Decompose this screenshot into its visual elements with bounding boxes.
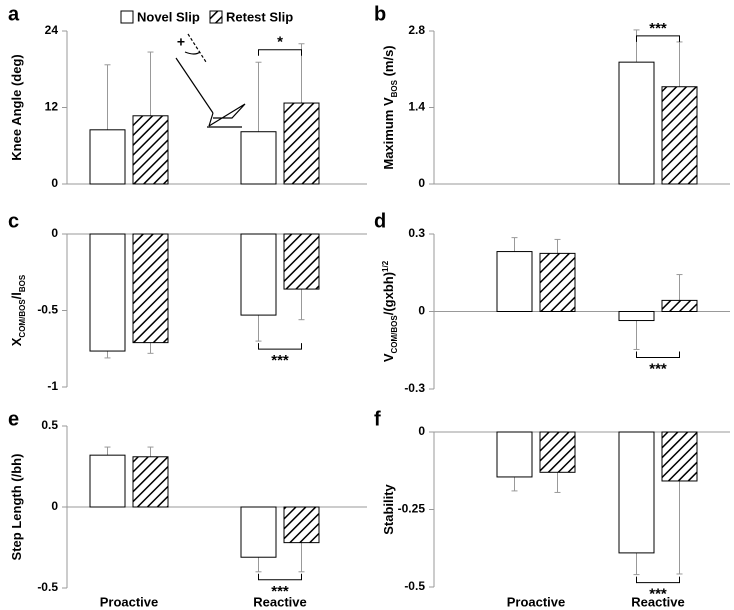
y-axis-label-part: COM/BOS bbox=[18, 299, 27, 338]
significance-label: *** bbox=[271, 352, 289, 369]
y-axis-label-part: /l bbox=[9, 292, 24, 299]
significance-bracket bbox=[636, 351, 680, 358]
y-tick-label: 0 bbox=[51, 226, 58, 240]
y-tick-label: 0.3 bbox=[408, 226, 425, 240]
y-tick-label: 0 bbox=[418, 424, 425, 438]
bar bbox=[661, 431, 698, 482]
y-tick-label: 0 bbox=[418, 176, 425, 190]
significance-bracket bbox=[636, 576, 680, 584]
y-tick-label: 24 bbox=[45, 23, 59, 37]
y-axis-label-part: (m/s) bbox=[381, 45, 396, 80]
y-axis-label-part: Stability bbox=[381, 483, 396, 534]
significance-label: * bbox=[277, 34, 283, 51]
bar bbox=[618, 431, 655, 554]
y-axis-label-part: V bbox=[381, 353, 396, 362]
y-axis-label-part: BOS bbox=[390, 79, 399, 97]
y-axis-label-part: COM/BOS bbox=[390, 315, 399, 354]
y-axis-label: Maximum VBOS (m/s) bbox=[381, 45, 398, 169]
legend-swatch bbox=[120, 10, 134, 24]
significance-bracket bbox=[636, 35, 680, 42]
y-axis-label-part: 1/2 bbox=[381, 260, 390, 272]
significance-bracket bbox=[258, 343, 302, 350]
bar bbox=[618, 61, 655, 185]
bar bbox=[539, 431, 576, 473]
y-tick-label: 0 bbox=[418, 304, 425, 318]
bar bbox=[618, 311, 655, 322]
bar bbox=[240, 233, 277, 316]
y-axis-label: XCOM/BOS/lBOS bbox=[9, 274, 26, 346]
y-tick-label: -0.3 bbox=[404, 381, 425, 395]
panel-label: c bbox=[8, 210, 19, 232]
bar bbox=[496, 431, 533, 478]
y-tick-label: 0 bbox=[51, 176, 58, 190]
panel-label: a bbox=[8, 3, 20, 25]
bar bbox=[89, 233, 126, 352]
panel-label: d bbox=[374, 210, 386, 232]
y-tick-label: 12 bbox=[45, 100, 59, 114]
bar bbox=[89, 454, 126, 508]
y-axis-label-part: X bbox=[9, 337, 24, 346]
bar bbox=[661, 86, 698, 185]
knee-inset bbox=[175, 33, 246, 128]
legend-swatch bbox=[209, 10, 223, 24]
bar bbox=[283, 506, 320, 544]
bar bbox=[240, 131, 277, 185]
x-tick-label: Proactive bbox=[507, 594, 566, 609]
y-tick-label: 2.8 bbox=[408, 23, 425, 37]
significance-label: *** bbox=[649, 360, 667, 377]
panel-label: b bbox=[374, 3, 386, 25]
y-axis-label: VCOM/BOS/(gxbh)1/2 bbox=[381, 260, 399, 362]
panel-label: f bbox=[374, 408, 381, 430]
x-tick-label: Reactive bbox=[253, 594, 306, 609]
y-tick-label: -0.5 bbox=[37, 580, 58, 594]
panel-label: e bbox=[8, 408, 19, 430]
bar bbox=[283, 102, 320, 185]
bar bbox=[496, 251, 533, 312]
y-tick-label: -0.5 bbox=[404, 579, 425, 593]
y-axis-label: Knee Angle (deg) bbox=[9, 54, 24, 160]
y-axis-label: Step Length (/bh) bbox=[9, 454, 24, 561]
y-axis-label-part: BOS bbox=[18, 274, 27, 292]
y-tick-label: -0.5 bbox=[37, 303, 58, 317]
y-tick-label: -0.25 bbox=[398, 502, 426, 516]
bar bbox=[539, 252, 576, 312]
y-axis-label: Stability bbox=[381, 483, 396, 534]
x-tick-label: Proactive bbox=[100, 594, 159, 609]
bar bbox=[283, 233, 320, 290]
x-tick-label: Reactive bbox=[631, 594, 684, 609]
bar bbox=[132, 115, 169, 185]
bar bbox=[132, 456, 169, 508]
legend-label: Retest Slip bbox=[226, 9, 293, 24]
y-tick-label: 1.4 bbox=[408, 100, 425, 114]
y-axis-label-part: /(gxbh) bbox=[381, 272, 396, 315]
y-tick-label: -1 bbox=[47, 379, 58, 393]
significance-label: *** bbox=[649, 20, 667, 37]
y-axis-label-part: Maximum V bbox=[381, 97, 396, 170]
y-axis-label-part: Step Length (/bh) bbox=[9, 454, 24, 561]
bar bbox=[132, 233, 169, 344]
y-axis-label-part: Knee Angle (deg) bbox=[9, 54, 24, 160]
bar bbox=[240, 506, 277, 558]
significance-label: *** bbox=[649, 586, 667, 603]
significance-bracket bbox=[258, 49, 302, 56]
significance-bracket bbox=[258, 573, 302, 581]
legend-label: Novel Slip bbox=[137, 9, 200, 24]
y-tick-label: 0 bbox=[51, 499, 58, 513]
bar bbox=[661, 299, 698, 312]
y-tick-label: 0.5 bbox=[41, 418, 58, 432]
bar bbox=[89, 129, 126, 185]
significance-label: *** bbox=[271, 583, 289, 600]
inset-annotation: + bbox=[177, 34, 185, 50]
